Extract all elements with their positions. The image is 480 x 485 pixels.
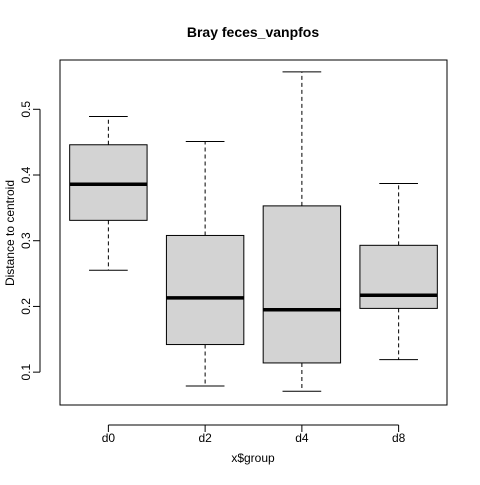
box-d2 <box>165 234 245 346</box>
x-tick-label: d8 <box>392 431 406 445</box>
x-tick-label: d4 <box>295 431 309 445</box>
y-tick-label: 0.2 <box>19 298 33 315</box>
y-tick-label: 0.5 <box>19 101 33 118</box>
x-axis-title: x$group <box>231 451 275 465</box>
x-tick-label: d0 <box>102 431 116 445</box>
y-tick-label: 0.3 <box>19 232 33 249</box>
box-d4 <box>262 205 342 364</box>
y-axis-title: Distance to centroid <box>3 180 17 286</box>
y-tick-label: 0.1 <box>19 363 33 380</box>
box-d8 <box>359 244 438 309</box>
chart-title: Bray feces_vanpfos <box>187 24 320 40</box>
y-tick-label: 0.4 <box>19 166 33 183</box>
plot-area: 0.1 0.2 0.3 0.4 0.5 d0 d2 d4 d8 <box>19 59 448 445</box>
x-tick-label: d2 <box>198 431 212 445</box>
plot-frame <box>59 59 448 406</box>
